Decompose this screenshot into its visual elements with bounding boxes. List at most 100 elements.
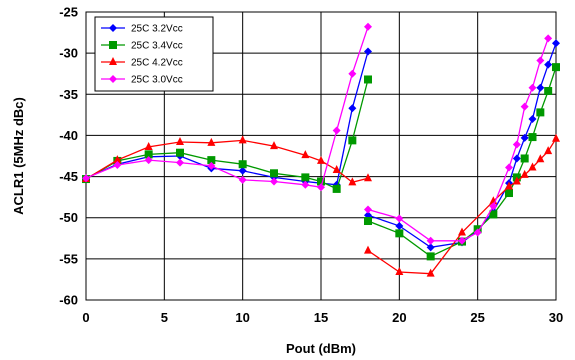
data-point [512, 176, 521, 185]
data-point [520, 169, 529, 178]
x-tick-label: 20 [392, 310, 406, 325]
data-point [528, 114, 537, 123]
data-point [426, 236, 435, 245]
series-3 [82, 22, 553, 245]
data-point [528, 83, 537, 92]
data-point [458, 236, 466, 245]
data-point [301, 150, 310, 159]
y-tick-label: -45 [59, 169, 78, 184]
data-point [520, 102, 529, 111]
data-point [552, 63, 560, 72]
data-point [364, 173, 372, 182]
x-tick-label: 15 [314, 310, 328, 325]
data-point [238, 166, 247, 175]
series-line [85, 26, 369, 189]
series-line [367, 38, 549, 242]
data-point [458, 227, 466, 236]
data-point [528, 162, 537, 171]
data-point [544, 34, 553, 43]
data-point [82, 174, 90, 183]
data-point [552, 133, 560, 142]
legend-item: 25C 4.2Vcc [101, 57, 183, 69]
y-tick-label: -35 [59, 87, 78, 102]
y-tick-label: -30 [59, 46, 78, 61]
legend-marker [109, 41, 117, 49]
data-point [332, 126, 341, 135]
legend: 25C 3.2Vcc 25C 3.4Vcc 25C 4.2Vcc 25C 3.0Vcc [94, 16, 214, 92]
data-point [207, 161, 216, 170]
legend-marker [109, 24, 117, 32]
data-point [536, 56, 545, 65]
data-point [520, 133, 529, 142]
x-tick-label: 0 [82, 310, 89, 325]
data-point [364, 75, 372, 84]
data-point [489, 202, 498, 211]
data-point [426, 252, 435, 261]
data-point [520, 154, 529, 163]
data-point [552, 39, 560, 48]
data-point [332, 184, 341, 193]
data-point [528, 133, 537, 142]
data-point [270, 141, 278, 150]
data-point [238, 160, 247, 169]
data-point [348, 136, 357, 145]
legend-marker [109, 75, 117, 83]
data-point [176, 137, 184, 146]
data-point [364, 47, 372, 56]
data-point [348, 104, 357, 113]
y-tick-label: -40 [59, 128, 78, 143]
data-point [301, 180, 310, 189]
data-point [207, 156, 216, 165]
series-layer [82, 22, 560, 277]
legend-label: 25C 3.2Vcc [131, 24, 183, 35]
data-point [113, 161, 122, 170]
y-tick-label: -60 [59, 293, 78, 308]
data-point [426, 243, 435, 252]
data-point [348, 69, 357, 78]
x-tick-label: 25 [470, 310, 484, 325]
legend-item: 25C 3.4Vcc [101, 41, 183, 52]
x-tick-label: 30 [549, 310, 563, 325]
data-point [317, 155, 325, 164]
data-point [176, 148, 184, 157]
legend-label: 25C 3.0Vcc [131, 75, 183, 86]
data-point [426, 268, 435, 277]
y-tick-label: -50 [59, 210, 78, 225]
data-point [176, 158, 184, 167]
data-point [505, 163, 513, 172]
data-point [270, 169, 278, 178]
x-axis-label: Pout (dBm) [286, 341, 356, 356]
data-point [113, 155, 122, 164]
data-point [536, 83, 545, 92]
data-point [395, 229, 404, 238]
data-point [364, 217, 372, 226]
data-point [512, 140, 521, 149]
data-point [536, 154, 545, 163]
data-point [238, 175, 247, 184]
data-point [144, 150, 153, 159]
x-tick-label: 5 [161, 310, 168, 325]
data-point [317, 183, 325, 192]
data-point [395, 214, 404, 223]
data-point [536, 108, 545, 117]
data-point [395, 221, 404, 230]
series-line [85, 79, 369, 190]
y-tick-label: -55 [59, 251, 78, 266]
data-point [473, 228, 482, 237]
data-point [207, 137, 216, 146]
legend-marker [109, 57, 117, 65]
data-point [270, 177, 278, 186]
plot-area [85, 11, 557, 301]
data-point [512, 154, 521, 163]
data-point [332, 164, 341, 173]
data-point [144, 141, 153, 150]
data-point [238, 135, 247, 144]
data-point [544, 60, 553, 69]
legend-label: 25C 4.2Vcc [131, 58, 183, 69]
data-point [301, 173, 310, 182]
data-point [505, 181, 513, 190]
data-point [364, 22, 372, 31]
series-2 [82, 133, 560, 277]
data-point [505, 189, 513, 198]
